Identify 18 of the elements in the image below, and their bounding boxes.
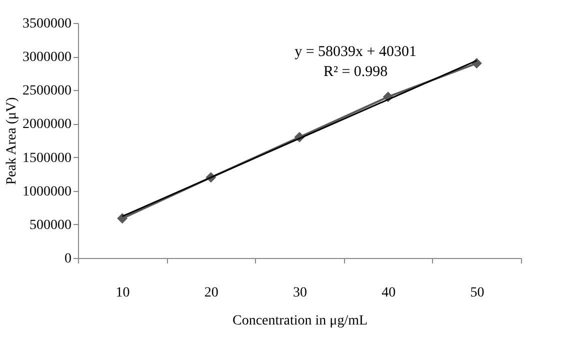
annotation: R² = 0.998 xyxy=(323,64,388,80)
y-tick-label: 1500000 xyxy=(22,150,72,166)
y-tick-label: 500000 xyxy=(30,218,72,233)
y-tick-label: 2000000 xyxy=(22,117,72,132)
y-tick-label: 2500000 xyxy=(22,84,72,99)
x-tick-label: 10 xyxy=(116,286,130,300)
y-tick-label: 3500000 xyxy=(22,16,72,32)
point xyxy=(117,213,128,224)
y-tick-label: 0 xyxy=(64,252,72,266)
annotation: y = 58039x + 40301 xyxy=(294,44,417,60)
x-tick-label: 50 xyxy=(470,286,484,300)
y-axis-title: Peak Area (μV) xyxy=(4,96,20,185)
y-tick-label: 3000000 xyxy=(22,50,72,66)
x-tick-label: 30 xyxy=(293,286,307,300)
x-tick-label: 20 xyxy=(204,286,218,300)
y-tick-label: 1000000 xyxy=(22,184,72,200)
x-tick-label: 40 xyxy=(382,286,396,300)
x-axis-title: Concentration in μg/mL xyxy=(232,314,368,328)
